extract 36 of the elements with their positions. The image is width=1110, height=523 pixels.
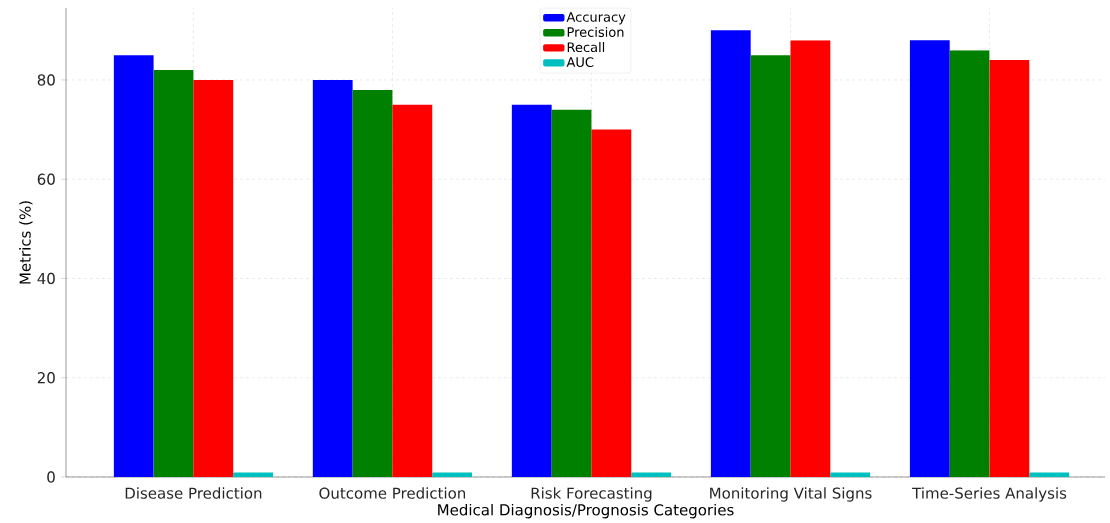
- bar: [631, 472, 672, 477]
- y-tick-label: 0: [47, 471, 55, 483]
- legend-label: AUC: [566, 56, 594, 67]
- bar: [750, 54, 791, 477]
- bar: [710, 30, 751, 477]
- bar: [352, 89, 393, 477]
- x-tick-label: Disease Prediction: [125, 487, 262, 499]
- y-tick-label: 20: [37, 371, 55, 384]
- bar: [511, 104, 552, 477]
- x-tick-label: Outcome Prediction: [319, 487, 466, 499]
- legend-label: Recall: [567, 41, 605, 52]
- x-tick-label: Time-Series Analysis: [912, 487, 1067, 502]
- bar: [432, 472, 473, 477]
- y-tick-label: 60: [37, 173, 55, 185]
- x-axis-title: Medical Diagnosis/Prognosis Categories: [438, 503, 734, 519]
- bar: [790, 40, 831, 477]
- bar: [233, 472, 274, 477]
- bar: [830, 472, 871, 477]
- bar: [591, 129, 632, 477]
- bar: [989, 59, 1030, 477]
- bar: [909, 40, 950, 477]
- bar: [1029, 472, 1070, 477]
- bar: [551, 109, 592, 477]
- bar: [392, 104, 433, 477]
- x-tick-label: Risk Forecasting: [531, 487, 652, 502]
- x-tick-label: Monitoring Vital Signs: [710, 487, 872, 502]
- bar: [949, 49, 990, 477]
- legend-label: Precision: [567, 26, 624, 37]
- bar: [113, 54, 154, 477]
- bar: [312, 79, 353, 477]
- bar: [153, 69, 194, 477]
- legend-label: Accuracy: [566, 12, 626, 25]
- y-tick-label: 40: [37, 272, 55, 284]
- y-tick-label: 80: [37, 74, 55, 86]
- bar: [193, 79, 234, 477]
- y-axis-title: Metrics (%): [19, 201, 33, 284]
